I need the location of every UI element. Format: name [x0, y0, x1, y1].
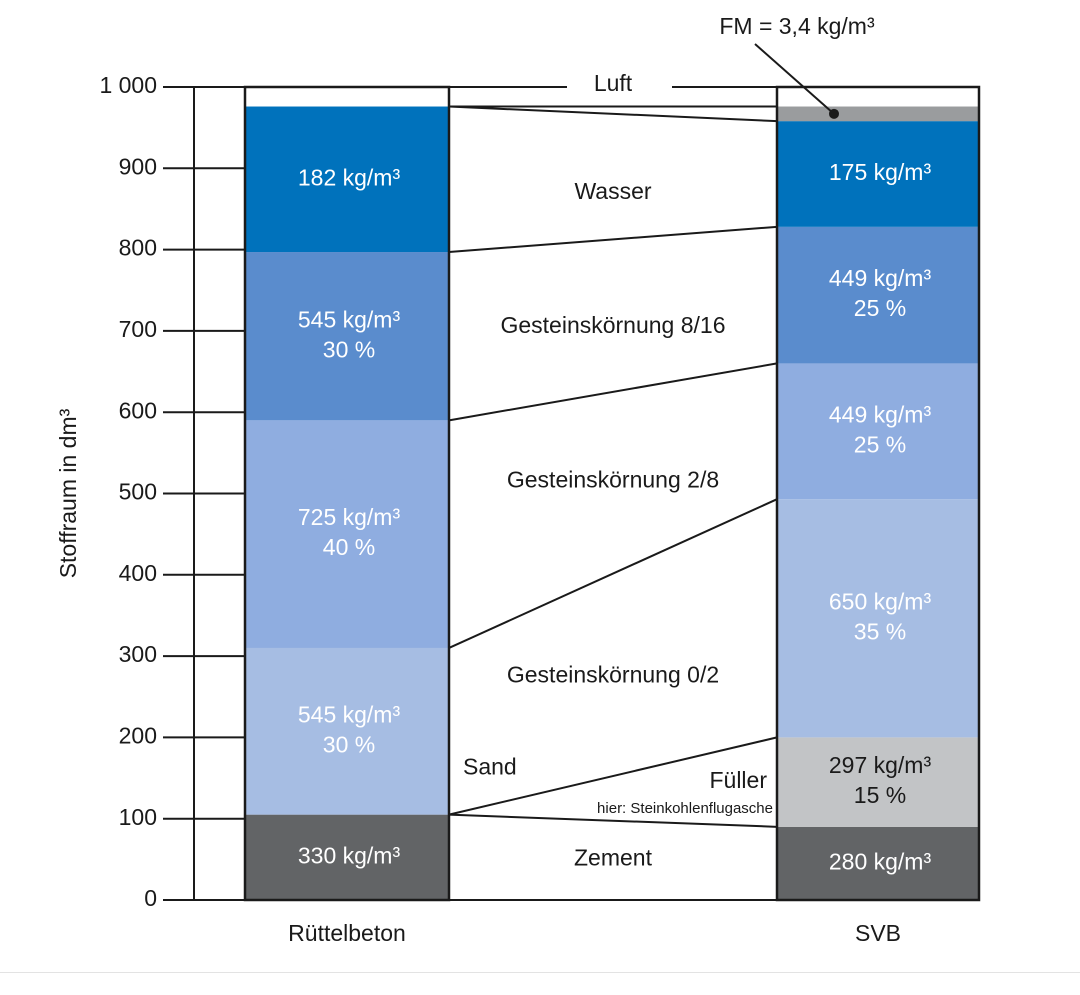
- bar-svb-luft: [777, 87, 979, 107]
- middle-label-hier-steinkohlenflugasche: hier: Steinkohlenflugasche: [597, 800, 773, 817]
- y-tick-label: 600: [119, 397, 157, 423]
- y-tick-label: 0: [144, 885, 157, 911]
- category-label: SVB: [855, 920, 901, 946]
- bar-r-ttelbeton-gesteinsk-rnung-0-2: [245, 647, 449, 815]
- bar-svb-fm: [777, 106, 979, 122]
- bar-outline-svb: [775, 85, 981, 902]
- middle-label-f-ller: Füller: [709, 767, 767, 793]
- bar-r-ttelbeton-wasser: [245, 106, 449, 253]
- data-label: 297 kg/m³: [829, 752, 932, 778]
- bar-r-ttelbeton-luft: [245, 87, 449, 107]
- data-label: 15 %: [854, 782, 906, 808]
- data-label: 545 kg/m³: [298, 306, 401, 332]
- connector-line: [448, 362, 778, 422]
- middle-label-gesteinsk-rnung-0-2: Gesteinskörnung 0/2: [507, 662, 719, 688]
- data-label: 25 %: [854, 431, 906, 457]
- bar-svb-gesteinsk-rnung-0-2: [777, 499, 979, 738]
- data-label: 35 %: [854, 618, 906, 644]
- fm-annotation-line: [754, 43, 835, 115]
- middle-label-luft: Luft: [594, 70, 633, 96]
- y-tick-label: 1 000: [99, 72, 157, 98]
- middle-label-gesteinsk-rnung-8-16: Gesteinskörnung 8/16: [500, 312, 725, 338]
- data-label: 182 kg/m³: [298, 164, 401, 190]
- connector-line: [448, 736, 778, 816]
- y-tick-label: 400: [119, 560, 157, 586]
- y-axis-title: Stoffraum in dm³: [55, 408, 81, 578]
- bar-svb-zement: [777, 826, 979, 900]
- connector-line: [448, 813, 778, 828]
- connector-line: [448, 225, 778, 254]
- data-label: 30 %: [323, 336, 375, 362]
- data-label: 449 kg/m³: [829, 401, 932, 427]
- bar-outline-r-ttelbeton: [243, 85, 451, 902]
- bar-svb-wasser: [777, 121, 979, 227]
- connector-line: [448, 498, 778, 649]
- fm-annotation-label: FM = 3,4 kg/m³: [719, 13, 875, 39]
- fm-annotation-dot: [829, 108, 839, 119]
- y-tick-label: 900: [119, 153, 157, 179]
- data-label: 25 %: [854, 295, 906, 321]
- middle-label-zement: Zement: [574, 844, 653, 870]
- data-label: 449 kg/m³: [829, 265, 932, 291]
- data-label: 280 kg/m³: [829, 848, 932, 874]
- bottom-divider: [0, 972, 1080, 973]
- bar-svb-f-ller: [777, 737, 979, 827]
- category-label: Rüttelbeton: [288, 920, 406, 946]
- bar-svb-gesteinsk-rnung-2-8: [777, 363, 979, 500]
- data-label: 725 kg/m³: [298, 504, 401, 530]
- y-tick-label: 500: [119, 479, 157, 505]
- middle-label-sand: Sand: [463, 753, 517, 779]
- data-label: 40 %: [323, 534, 375, 560]
- middle-label-wasser: Wasser: [574, 178, 651, 204]
- connector-line: [448, 105, 778, 123]
- data-label: 330 kg/m³: [298, 842, 401, 868]
- y-tick-label: 200: [119, 722, 157, 748]
- bar-r-ttelbeton-zement: [245, 814, 449, 900]
- data-label: 30 %: [323, 731, 375, 757]
- y-tick-label: 700: [119, 316, 157, 342]
- y-tick-label: 100: [119, 804, 157, 830]
- data-label: 175 kg/m³: [829, 159, 932, 185]
- y-tick-label: 800: [119, 235, 157, 261]
- data-label: 650 kg/m³: [829, 588, 932, 614]
- bar-r-ttelbeton-gesteinsk-rnung-8-16: [245, 252, 449, 421]
- y-tick-label: 300: [119, 641, 157, 667]
- bar-svb-gesteinsk-rnung-8-16: [777, 226, 979, 364]
- bar-r-ttelbeton-gesteinsk-rnung-2-8: [245, 420, 449, 648]
- data-label: 545 kg/m³: [298, 701, 401, 727]
- middle-label-gesteinsk-rnung-2-8: Gesteinskörnung 2/8: [507, 466, 719, 492]
